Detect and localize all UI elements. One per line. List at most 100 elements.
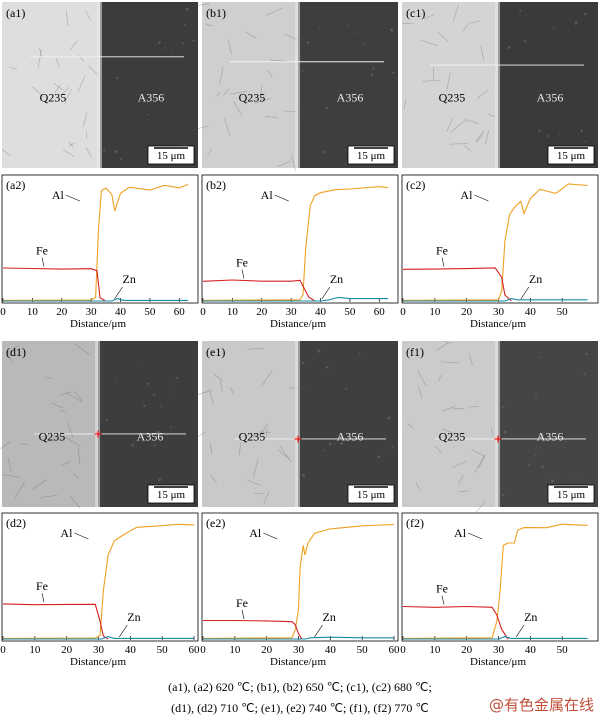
- grain-boundary: [59, 409, 66, 414]
- grain-boundary: [402, 22, 414, 25]
- material-label-a356: A356: [137, 430, 164, 444]
- x-tick-label: 40: [525, 306, 537, 318]
- panel-label: (a2): [6, 178, 25, 192]
- x-tick-label: 60: [189, 644, 201, 656]
- series-al: [2, 183, 189, 301]
- speckle: [172, 391, 174, 393]
- speckle: [372, 67, 375, 70]
- speckle: [559, 133, 561, 136]
- speckle: [153, 444, 156, 447]
- x-tick-label: 40: [525, 644, 537, 656]
- grain-boundary: [457, 475, 464, 485]
- grain-boundary: [191, 431, 207, 441]
- grain-boundary: [417, 370, 427, 387]
- micrograph-b1: (b1) Q235 A356 15 μm: [191, 2, 398, 171]
- grain-boundary: [222, 88, 230, 96]
- series-label-al: Al: [460, 188, 473, 202]
- speckle: [565, 441, 567, 443]
- x-tick-label: 30: [493, 306, 505, 318]
- speckle: [390, 28, 394, 32]
- interface-layer: [97, 2, 102, 168]
- x-tick-label: 0: [200, 644, 206, 656]
- grain-boundary: [77, 446, 81, 464]
- speckle: [301, 361, 305, 365]
- grain-boundary: [476, 133, 484, 143]
- grain-boundary: [442, 405, 456, 412]
- speckle: [503, 430, 507, 434]
- speckle: [583, 372, 586, 375]
- x-tick-label: 20: [461, 306, 473, 318]
- speckle: [317, 349, 321, 353]
- grain-boundary: [191, 125, 209, 131]
- grain-boundary: [78, 54, 85, 62]
- speckle: [115, 77, 119, 80]
- x-tick-label: 60: [374, 306, 386, 318]
- grain-boundary: [194, 389, 212, 397]
- speckle: [580, 129, 583, 133]
- grain-boundary: [491, 427, 493, 436]
- grain-boundary: [452, 408, 465, 410]
- leader-line: [467, 532, 483, 540]
- x-tick-label: 20: [61, 644, 73, 656]
- x-tick-label: 10: [27, 306, 39, 318]
- material-label-q235: Q235: [239, 91, 266, 105]
- x-tick-label: 10: [29, 644, 41, 656]
- grain-boundary: [68, 142, 74, 148]
- speckle: [535, 393, 537, 396]
- leader-line: [41, 593, 45, 603]
- grain-boundary: [245, 31, 257, 39]
- speckle: [567, 29, 569, 32]
- material-label-a356: A356: [337, 430, 364, 444]
- grain-boundary: [417, 385, 423, 399]
- grain-boundary: [470, 20, 482, 24]
- grain-boundary: [254, 492, 265, 495]
- grain-boundary: [65, 437, 82, 447]
- series-label-al: Al: [60, 526, 73, 540]
- micrograph-d1: + (d1) Q235 A356 15 μm: [0, 341, 198, 509]
- leader-line: [65, 194, 80, 202]
- grain-boundary: [45, 376, 53, 379]
- x-tick-label: 30: [286, 306, 298, 318]
- grain-boundary: [2, 474, 21, 478]
- scale-bar-box: [547, 484, 595, 504]
- measurement-marker: +: [494, 432, 503, 448]
- grain-boundary: [267, 69, 273, 78]
- speckle: [147, 113, 149, 116]
- speckle: [550, 479, 554, 483]
- grain-boundary: [422, 79, 442, 82]
- series-label-fe: Fe: [236, 256, 248, 270]
- grain-boundary: [59, 391, 72, 396]
- speckle: [501, 494, 505, 497]
- grain-boundary: [55, 57, 60, 69]
- panel-label: (c2): [406, 178, 425, 192]
- leader-line: [520, 286, 530, 300]
- series-label-zn: Zn: [529, 272, 542, 286]
- leader-line: [441, 595, 445, 605]
- chart-frame: [401, 512, 599, 642]
- grain-boundary: [474, 456, 485, 473]
- speckle: [322, 150, 325, 154]
- scale-bar-label: 15 μm: [157, 150, 186, 162]
- speckle: [183, 23, 186, 26]
- grain-boundary: [64, 88, 72, 104]
- x-tick-label: 40: [115, 306, 127, 318]
- x-tick-label: 30: [493, 644, 505, 656]
- grain-boundary: [73, 473, 79, 479]
- grain-boundary: [195, 3, 210, 7]
- speckle: [528, 463, 531, 467]
- q235-region: [2, 2, 100, 168]
- leader-line: [74, 532, 89, 540]
- leader-line: [114, 286, 123, 300]
- grain-boundary: [7, 457, 12, 473]
- x-tick-label: 10: [229, 644, 241, 656]
- interface-layer: [495, 2, 501, 168]
- x-tick-label: 40: [315, 306, 327, 318]
- grain-boundary: [74, 391, 83, 403]
- x-tick-label: 0: [400, 306, 406, 318]
- panel-label: (b2): [206, 178, 226, 192]
- x-tick-label: 30: [293, 644, 305, 656]
- speckle: [158, 478, 162, 482]
- series-al: [2, 523, 195, 639]
- series-label-fe: Fe: [436, 582, 448, 596]
